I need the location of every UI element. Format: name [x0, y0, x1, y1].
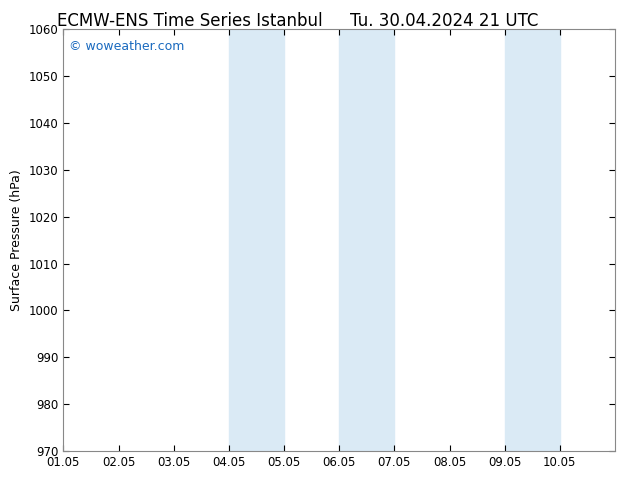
Text: Tu. 30.04.2024 21 UTC: Tu. 30.04.2024 21 UTC [349, 12, 538, 30]
Bar [505, 29, 560, 451]
Bar [229, 29, 284, 451]
Y-axis label: Surface Pressure (hPa): Surface Pressure (hPa) [10, 169, 23, 311]
Text: ECMW-ENS Time Series Istanbul: ECMW-ENS Time Series Istanbul [58, 12, 323, 30]
Text: © woweather.com: © woweather.com [69, 40, 184, 53]
Bar [339, 29, 394, 451]
